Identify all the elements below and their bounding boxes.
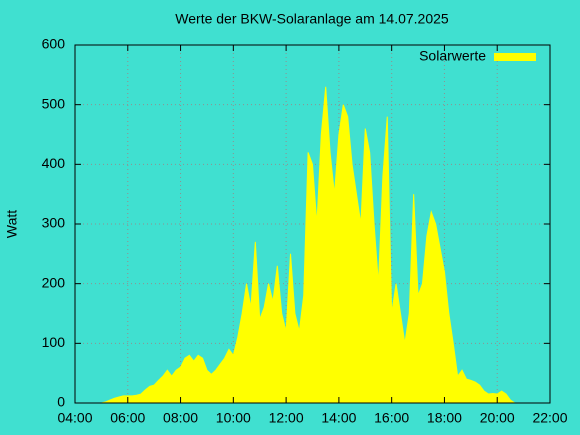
y-axis-label: Watt xyxy=(4,210,20,238)
y-tick-label: 200 xyxy=(42,274,66,290)
y-tick-label: 400 xyxy=(42,155,66,171)
x-tick-label: 20:00 xyxy=(480,410,515,426)
x-tick-label: 14:00 xyxy=(321,410,356,426)
y-tick-label: 100 xyxy=(42,334,66,350)
legend-label: Solarwerte xyxy=(419,48,486,64)
x-tick-label: 04:00 xyxy=(57,410,92,426)
x-tick-label: 06:00 xyxy=(110,410,145,426)
y-tick-label: 300 xyxy=(42,215,66,231)
x-tick-label: 22:00 xyxy=(532,410,567,426)
y-tick-label: 500 xyxy=(42,95,66,111)
x-tick-label: 10:00 xyxy=(216,410,251,426)
x-tick-label: 18:00 xyxy=(427,410,462,426)
chart-title: Werte der BKW-Solaranlage am 14.07.2025 xyxy=(175,11,449,27)
x-tick-label: 08:00 xyxy=(163,410,198,426)
area xyxy=(101,86,517,404)
y-tick-label: 600 xyxy=(42,36,66,52)
y-tick-label: 0 xyxy=(57,394,65,410)
x-tick-label: 12:00 xyxy=(269,410,304,426)
x-tick-label: 16:00 xyxy=(374,410,409,426)
legend-swatch xyxy=(494,53,536,61)
